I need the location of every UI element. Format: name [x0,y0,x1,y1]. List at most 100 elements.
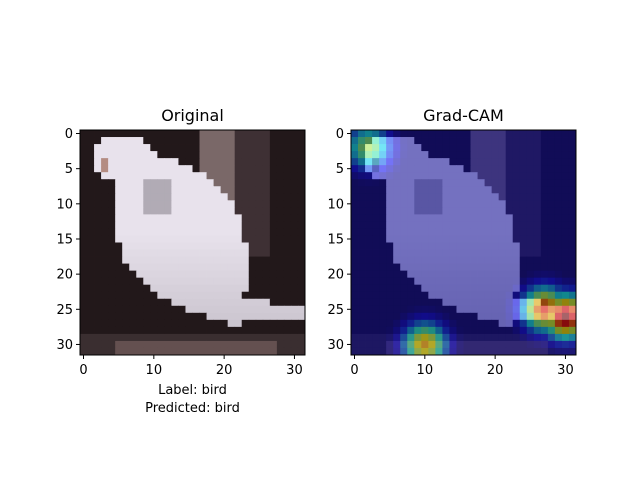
image-pixel [101,193,109,201]
image-pixel [171,235,179,243]
image-pixel [297,298,306,307]
image-pixel [414,249,422,257]
image-pixel [491,228,500,236]
image-pixel [533,333,542,342]
image-pixel [358,284,366,293]
image-pixel [101,291,109,300]
image-pixel [136,256,144,264]
image-pixel [164,298,172,307]
image-pixel [547,263,556,272]
image-pixel [400,298,408,307]
image-pixel [379,228,387,236]
image-pixel [157,179,165,187]
image-pixel [87,165,95,173]
image-pixel [358,151,366,159]
image-pixel [554,228,563,236]
image-pixel [185,207,193,215]
original-image [80,130,306,356]
image-pixel [262,340,271,349]
image-pixel [400,249,408,257]
image-pixel [491,200,500,208]
image-pixel [234,130,243,138]
image-pixel [87,256,95,264]
x-tick-label: 20 [216,363,233,378]
image-pixel [470,270,478,279]
image-pixel [512,284,521,293]
image-pixel [150,326,158,335]
image-pixel [393,207,401,215]
image-pixel [255,165,264,173]
image-pixel [568,172,577,180]
image-pixel [421,221,429,229]
image-pixel [505,179,514,187]
image-pixel [87,333,95,342]
image-pixel [414,326,422,335]
image-pixel [87,172,95,180]
image-pixel [372,291,380,300]
image-pixel [428,221,436,229]
image-pixel [351,144,359,152]
image-pixel [143,284,151,293]
image-pixel [393,319,401,328]
image-pixel [442,291,450,300]
image-pixel [414,221,422,229]
image-pixel [498,235,507,243]
image-pixel [94,172,102,180]
image-pixel [178,214,186,222]
image-pixel [491,179,500,187]
image-pixel [122,347,130,356]
image-pixel [407,305,415,314]
image-pixel [491,151,500,159]
image-pixel [484,144,493,152]
image-pixel [101,235,109,243]
image-pixel [269,179,278,187]
image-pixel [435,214,443,222]
image-pixel [554,319,563,328]
image-pixel [150,249,158,257]
image-pixel [449,298,457,307]
image-pixel [255,263,264,272]
image-pixel [505,214,514,222]
image-pixel [470,319,478,328]
image-pixel [498,228,507,236]
image-pixel [185,130,193,138]
image-pixel [129,333,137,342]
image-pixel [94,340,102,349]
image-pixel [484,137,493,145]
image-pixel [290,312,299,321]
image-pixel [407,144,415,152]
image-pixel [206,340,214,349]
image-pixel [498,200,507,208]
image-pixel [157,305,165,314]
image-pixel [143,186,151,194]
image-pixel [150,186,158,194]
image-pixel [456,144,464,152]
image-pixel [540,186,549,194]
image-pixel [505,319,514,328]
axes-frame-original [79,129,306,356]
image-pixel [122,312,130,321]
image-pixel [108,347,116,356]
image-pixel [428,158,436,166]
image-pixel [227,270,236,279]
image-pixel [164,137,172,145]
image-pixel [283,291,292,300]
image-pixel [379,319,387,328]
image-pixel [365,263,373,272]
image-pixel [540,326,549,335]
image-pixel [533,200,542,208]
image-pixel [108,333,116,342]
image-pixel [512,165,521,173]
image-pixel [512,207,521,215]
image-pixel [407,158,415,166]
image-pixel [526,333,535,342]
image-pixel [519,207,528,215]
image-pixel [241,172,250,180]
image-pixel [428,172,436,180]
image-pixel [108,193,116,201]
image-pixel [248,298,257,307]
image-pixel [554,263,563,272]
image-pixel [456,340,464,349]
image-pixel [512,193,521,201]
image-pixel [561,340,570,349]
